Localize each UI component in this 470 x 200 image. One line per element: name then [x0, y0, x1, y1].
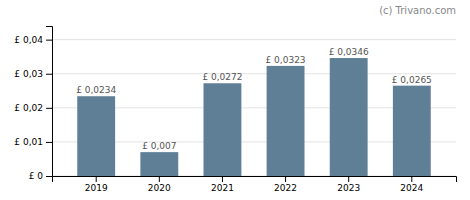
x-axis-line	[53, 177, 457, 183]
x-tick-mark	[411, 176, 412, 182]
x-tick-label: 2022	[274, 183, 297, 193]
y-axis: £ 0 £ 0,01 £ 0,02 £ 0,03 £ 0,04	[14, 27, 52, 182]
data-label: £ 0,0234	[76, 85, 116, 95]
y-tick-mark	[46, 74, 52, 75]
x-tick-label: 2024	[400, 183, 423, 193]
data-label: £ 0,0272	[202, 72, 242, 82]
x-tick: 2022	[274, 176, 297, 193]
chart-container: £ 0,0234 £ 0,007 £ 0,0272 £ 0,0323 £ 0,0346 £…	[0, 0, 470, 200]
y-tick-label: £ 0	[29, 171, 44, 181]
y-tick-label: £ 0,03	[14, 69, 43, 79]
y-tick: £ 0	[29, 171, 52, 181]
data-label: £ 0,0346	[329, 47, 369, 57]
y-tick: £ 0,01	[14, 137, 52, 147]
x-tick-label: 2020	[148, 183, 171, 193]
bar	[204, 83, 242, 176]
watermark: (c) Trivano.com	[379, 5, 456, 16]
x-tick: 2020	[148, 176, 171, 193]
y-axis-line	[46, 27, 53, 177]
y-tick-mark	[46, 176, 52, 177]
y-tick-label: £ 0,02	[14, 103, 43, 113]
y-tick-mark	[46, 108, 52, 109]
y-tick-label: £ 0,01	[14, 137, 43, 147]
x-tick: 2024	[400, 176, 423, 193]
bar	[140, 152, 178, 176]
x-tick-mark	[285, 176, 286, 182]
data-label: £ 0,0265	[392, 75, 432, 85]
x-axis: 2019 2020 2021 2022 2023 2024	[53, 176, 457, 193]
y-tick-mark	[46, 40, 52, 41]
x-tick: 2019	[85, 176, 108, 193]
x-tick-label: 2021	[211, 183, 234, 193]
x-tick: 2023	[337, 176, 360, 193]
annotations: (c) Trivano.com	[379, 5, 456, 16]
y-tick: £ 0,02	[14, 103, 52, 113]
bar	[393, 86, 431, 176]
x-tick: 2021	[211, 176, 234, 193]
bar	[267, 66, 305, 176]
data-label: £ 0,007	[142, 141, 176, 151]
grid	[52, 40, 456, 176]
grid-line	[52, 39, 456, 40]
bar	[77, 96, 115, 176]
y-tick: £ 0,03	[14, 69, 52, 79]
x-tick-label: 2023	[337, 183, 360, 193]
x-tick-mark	[159, 176, 160, 182]
y-tick-mark	[46, 142, 52, 143]
y-tick-label: £ 0,04	[14, 35, 43, 45]
bar	[330, 58, 368, 176]
x-tick-label: 2019	[85, 183, 108, 193]
x-tick-mark	[96, 176, 97, 182]
y-tick: £ 0,04	[14, 35, 52, 45]
bars	[77, 58, 431, 176]
x-tick-mark	[348, 176, 349, 182]
chart-svg: £ 0,0234 £ 0,007 £ 0,0272 £ 0,0323 £ 0,0346 £…	[0, 0, 470, 200]
x-tick-mark	[222, 176, 223, 182]
plot: £ 0,0234 £ 0,007 £ 0,0272 £ 0,0323 £ 0,0346 £…	[14, 27, 456, 194]
data-labels: £ 0,0234 £ 0,007 £ 0,0272 £ 0,0323 £ 0,0346 £…	[76, 47, 432, 151]
data-label: £ 0,0323	[266, 55, 306, 65]
